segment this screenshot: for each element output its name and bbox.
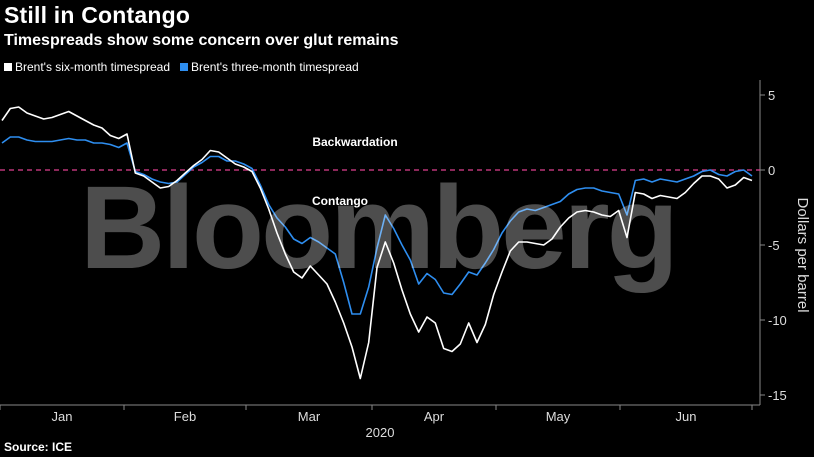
legend-swatch-six-month bbox=[4, 63, 12, 71]
y-axis-title: Dollars per barrel bbox=[794, 197, 811, 312]
x-tick-label: Jun bbox=[676, 409, 697, 424]
legend-swatch-three-month bbox=[180, 63, 189, 71]
series-line-six-month bbox=[1, 106, 753, 380]
y-tick-label: -10 bbox=[768, 313, 787, 328]
x-axis-title: 2020 bbox=[366, 425, 395, 440]
series-line-three-month bbox=[1, 136, 753, 315]
legend-label-three-month: Brent's three-month timespread bbox=[191, 60, 359, 74]
chart-subtitle: Timespreads show some concern over glut … bbox=[4, 32, 399, 49]
x-tick-label: May bbox=[546, 409, 571, 424]
legend-item-three-month: Brent's three-month timespread bbox=[180, 60, 359, 74]
source-note: Source: ICE bbox=[4, 440, 73, 454]
y-tick-label: 0 bbox=[768, 163, 775, 178]
annotation-contango: Contango bbox=[312, 194, 368, 208]
chart-title: Still in Contango bbox=[4, 2, 191, 28]
y-tick-label: -15 bbox=[768, 388, 787, 403]
legend-label-six-month: Brent's six-month timespread bbox=[15, 60, 171, 74]
legend-item-six-month: Brent's six-month timespread bbox=[4, 60, 170, 74]
y-tick-label: 5 bbox=[768, 88, 775, 103]
x-tick-label: Feb bbox=[174, 409, 196, 424]
annotation-backwardation: Backwardation bbox=[312, 135, 397, 149]
x-tick-label: Mar bbox=[298, 409, 321, 424]
x-tick-label: Jan bbox=[52, 409, 73, 424]
y-tick-label: -5 bbox=[768, 238, 780, 253]
x-tick-label: Apr bbox=[424, 409, 445, 424]
legend: Brent's six-month timespread Brent's thr… bbox=[4, 60, 359, 74]
